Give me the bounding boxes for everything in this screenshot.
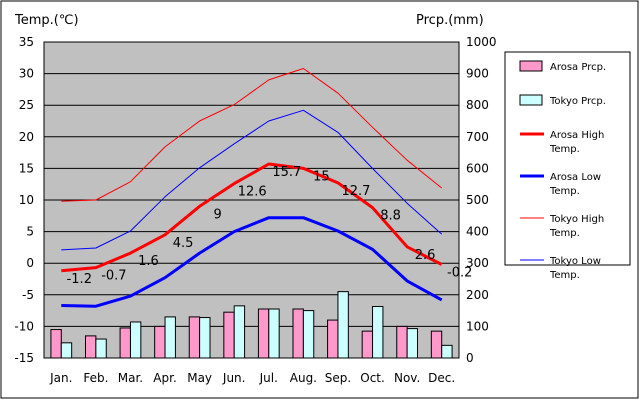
- temp-tick-label: -10: [14, 319, 34, 333]
- legend-label: Arosa Low: [550, 172, 601, 183]
- legend-label: Temp.: [549, 228, 580, 239]
- arosa-prcp-bar: [292, 308, 304, 359]
- tokyo-prcp-bar: [129, 321, 142, 359]
- tokyo-prcp-bar: [164, 316, 176, 359]
- legend-label: Temp.: [549, 270, 580, 281]
- tokyo-prcp-bar: [337, 291, 349, 359]
- tokyo-prcp-bar: [199, 317, 211, 359]
- right-axis-title: Prcp.(mm): [416, 13, 484, 28]
- month-label: Apr.: [153, 371, 176, 385]
- tokyo-prcp-bar: [441, 344, 453, 359]
- arosa-low-temp-line: [61, 216, 443, 308]
- temp-tick-label: 30: [19, 67, 34, 81]
- legend-label: Tokyo High: [549, 214, 604, 225]
- arosa-prcp-bar: [50, 329, 62, 359]
- month-label: Jun.: [222, 371, 246, 385]
- arosa-high-temp-line: [61, 162, 443, 273]
- arosa-prcp-bar: [396, 325, 408, 359]
- arosa-high-data-label: 1.6: [138, 254, 159, 269]
- left-axis-title: Temp.(℃): [14, 13, 79, 28]
- arosa-high-data-label: 2.6: [415, 248, 436, 263]
- temp-tick-label: 5: [26, 225, 34, 239]
- arosa-high-data-label: 15.7: [272, 165, 301, 180]
- arosa-high-data-label: -0.7: [101, 269, 126, 284]
- legend-label: Arosa High: [550, 130, 604, 141]
- month-label: Mar.: [118, 371, 143, 385]
- legend-label: Temp.: [549, 144, 580, 155]
- arosa-prcp-legend-swatch: [519, 60, 543, 72]
- prcp-tick-label: 800: [466, 98, 489, 112]
- temp-tick-label: 0: [26, 256, 34, 270]
- arosa-prcp-bar: [327, 319, 339, 359]
- temp-tick-label: 35: [19, 35, 34, 49]
- tokyo-prcp-bar: [268, 308, 280, 359]
- arosa-high-data-label: 12.7: [341, 184, 370, 199]
- month-label: Jan.: [49, 371, 72, 385]
- prcp-tick-label: 700: [466, 130, 489, 144]
- arosa-prcp-bar: [119, 327, 131, 359]
- arosa-prcp-bar: [154, 325, 166, 359]
- prcp-tick-label: 500: [466, 193, 489, 207]
- plot-area: 35302520151050-5-10-15100090080070060050…: [14, 35, 496, 385]
- legend-label: Tokyo Prcp.: [549, 96, 606, 107]
- prcp-tick-label: 200: [466, 288, 489, 302]
- legend-label: Arosa Prcp.: [550, 62, 606, 73]
- arosa-high-data-label: 4.5: [173, 236, 194, 251]
- temp-tick-label: 20: [19, 130, 34, 144]
- arosa-high-data-label: -0.2: [447, 265, 472, 280]
- tokyo-prcp-legend-swatch: [519, 94, 543, 106]
- legend-box: [504, 51, 631, 266]
- arosa-prcp-bar: [85, 335, 97, 359]
- arosa-high-data-label: 15: [313, 169, 330, 184]
- legend-label: Tokyo Low: [549, 256, 601, 267]
- prcp-tick-label: 300: [466, 256, 489, 270]
- tokyo-low-temp-line: [61, 109, 443, 251]
- prcp-tick-label: 900: [466, 67, 489, 81]
- prcp-tick-label: 1000: [466, 35, 497, 49]
- arosa-prcp-bar: [223, 311, 235, 359]
- month-label: Sep.: [325, 371, 351, 385]
- month-label: Oct.: [360, 371, 385, 385]
- prcp-tick-label: 100: [466, 319, 489, 333]
- temp-tick-label: 10: [19, 193, 34, 207]
- tokyo-prcp-bar: [372, 305, 384, 359]
- month-label: May: [187, 371, 212, 385]
- legend: Arosa Prcp. Tokyo Prcp. Arosa High Temp. Aro…: [504, 51, 631, 281]
- temp-tick-label: -15: [14, 351, 34, 365]
- month-label: Jul.: [259, 371, 278, 385]
- month-label: Feb.: [83, 371, 108, 385]
- arosa-high-data-label: 12.6: [238, 185, 267, 200]
- arosa-high-data-label: 8.8: [380, 209, 401, 224]
- temp-tick-label: -5: [22, 288, 34, 302]
- month-label: Nov.: [394, 371, 420, 385]
- prcp-tick-label: 600: [466, 161, 489, 175]
- month-label: Dec.: [428, 371, 455, 385]
- arosa-high-data-label: 9: [213, 207, 221, 222]
- tokyo-prcp-bar: [302, 310, 315, 359]
- tokyo-prcp-bar: [233, 305, 246, 359]
- legend-label: Temp.: [549, 186, 580, 197]
- arosa-prcp-bar: [188, 316, 201, 359]
- tokyo-prcp-bar: [406, 328, 418, 359]
- tokyo-prcp-bar: [95, 338, 107, 359]
- tokyo-high-temp-line: [61, 68, 443, 202]
- arosa-high-data-label: -1.2: [67, 272, 92, 287]
- temp-tick-label: 25: [19, 98, 34, 112]
- tokyo-prcp-bar: [60, 342, 73, 359]
- arosa-prcp-bar: [361, 330, 374, 359]
- prcp-tick-label: 400: [466, 225, 489, 239]
- arosa-prcp-bar: [257, 308, 270, 359]
- arosa-prcp-bar: [430, 330, 443, 359]
- month-label: Aug.: [290, 371, 317, 385]
- temp-tick-label: 15: [19, 161, 34, 175]
- prcp-tick-label: 0: [466, 351, 474, 365]
